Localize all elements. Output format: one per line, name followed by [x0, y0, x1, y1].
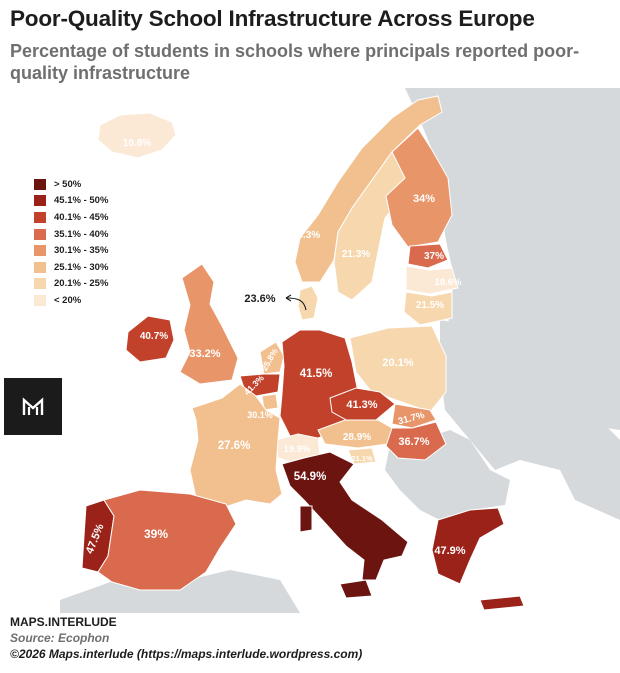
country-finland [385, 127, 453, 248]
value-slovenia: 21.1% [351, 454, 373, 463]
country-italy [281, 451, 409, 581]
value-switzerland: 19.9% [284, 444, 311, 455]
legend-swatch [34, 228, 46, 240]
country-ireland [125, 315, 175, 363]
legend-swatch [34, 294, 46, 306]
value-hungary: 36.7% [398, 436, 429, 448]
legend-swatch [34, 195, 46, 207]
footer-brand: MAPS.INTERLUDE [10, 615, 117, 629]
legend-item: < 20% [34, 292, 108, 309]
legend-label: 20.1% - 25% [54, 278, 109, 290]
value-spain: 39% [144, 527, 168, 541]
country-united-kingdom [179, 263, 239, 385]
legend-label: 45.1% - 50% [54, 195, 109, 207]
country-iceland [97, 112, 177, 159]
value-germany: 41.5% [300, 368, 333, 380]
country-denmark [297, 285, 319, 321]
value-czechia: 41.3% [346, 399, 377, 411]
legend-item: 45.1% - 50% [34, 193, 108, 210]
m-logo-icon [22, 396, 44, 415]
legend-item: 25.1% - 30% [34, 259, 108, 276]
legend-swatch [34, 261, 46, 273]
legend-swatch [34, 178, 46, 190]
legend-swatch [34, 278, 46, 290]
value-france: 27.6% [218, 440, 251, 452]
country-hungary [385, 421, 447, 461]
value-finland: 34% [413, 193, 435, 205]
value-norway: 26.3% [292, 230, 320, 241]
legend-swatch [34, 245, 46, 257]
map-footer: MAPS.INTERLUDE Source: Ecophon ©2026 Map… [10, 614, 610, 662]
value-estonia: 37% [424, 251, 444, 262]
maps-interlude-logo [4, 378, 62, 435]
country-slovenia [347, 447, 377, 465]
value-luxembourg: 30.1% [247, 410, 273, 420]
value-latvia: 18.6% [435, 277, 462, 288]
europe-map-svg: 10.8% 26.3% 21.3% 34% 37% 18.6% 21.5% 23… [60, 88, 620, 613]
footer-copyright: ©2026 Maps.interlude (https://maps.inter… [10, 647, 363, 661]
value-austria: 28.9% [343, 432, 371, 443]
value-sweden: 21.3% [342, 249, 370, 260]
legend-label: 35.1% - 40% [54, 228, 109, 240]
country-greece [431, 507, 505, 585]
land-east-europe [440, 320, 620, 520]
map-legend: > 50% 45.1% - 50% 40.1% - 45% 35.1% - 40… [34, 176, 108, 309]
value-poland: 20.1% [382, 357, 413, 369]
country-luxembourg [261, 393, 279, 411]
legend-label: < 20% [54, 294, 82, 306]
legend-swatch [34, 211, 46, 223]
map-title: Poor-Quality School Infrastructure Acros… [10, 6, 535, 31]
value-lithuania: 21.5% [416, 300, 444, 311]
country-crete [479, 595, 525, 611]
value-ireland: 40.7% [140, 331, 168, 342]
country-norway [294, 95, 443, 283]
value-italy: 54.9% [294, 471, 327, 483]
footer-source: Source: Ecophon [10, 631, 110, 645]
country-france [189, 383, 283, 511]
country-czechia [329, 387, 396, 423]
value-iceland: 10.8% [123, 138, 151, 149]
legend-label: 40.1% - 45% [54, 211, 109, 223]
value-united-kingdom: 33.2% [189, 348, 220, 360]
country-netherlands [259, 341, 285, 375]
country-slovakia [391, 403, 437, 429]
europe-map: 10.8% 26.3% 21.3% 34% 37% 18.6% 21.5% 23… [0, 88, 620, 613]
legend-label: 30.1% - 35% [54, 245, 109, 257]
country-estonia [407, 243, 449, 269]
legend-item: 20.1% - 25% [34, 276, 108, 293]
legend-item: > 50% [34, 176, 108, 193]
country-sicily [339, 579, 373, 599]
value-greece: 47.9% [434, 545, 465, 557]
legend-item: 35.1% - 40% [34, 226, 108, 243]
country-latvia [405, 265, 459, 295]
map-subtitle: Percentage of students in schools where … [10, 41, 580, 83]
country-spain [97, 489, 237, 591]
legend-label: 25.1% - 30% [54, 261, 109, 273]
legend-item: 30.1% - 35% [34, 242, 108, 259]
country-lithuania [403, 291, 453, 326]
legend-label: > 50% [54, 178, 82, 190]
value-denmark: 23.6% [244, 293, 275, 305]
country-sardinia [299, 505, 313, 533]
denmark-callout-arrow [285, 297, 307, 311]
denmark-callout-arrowhead [285, 294, 292, 302]
legend-item: 40.1% - 45% [34, 209, 108, 226]
